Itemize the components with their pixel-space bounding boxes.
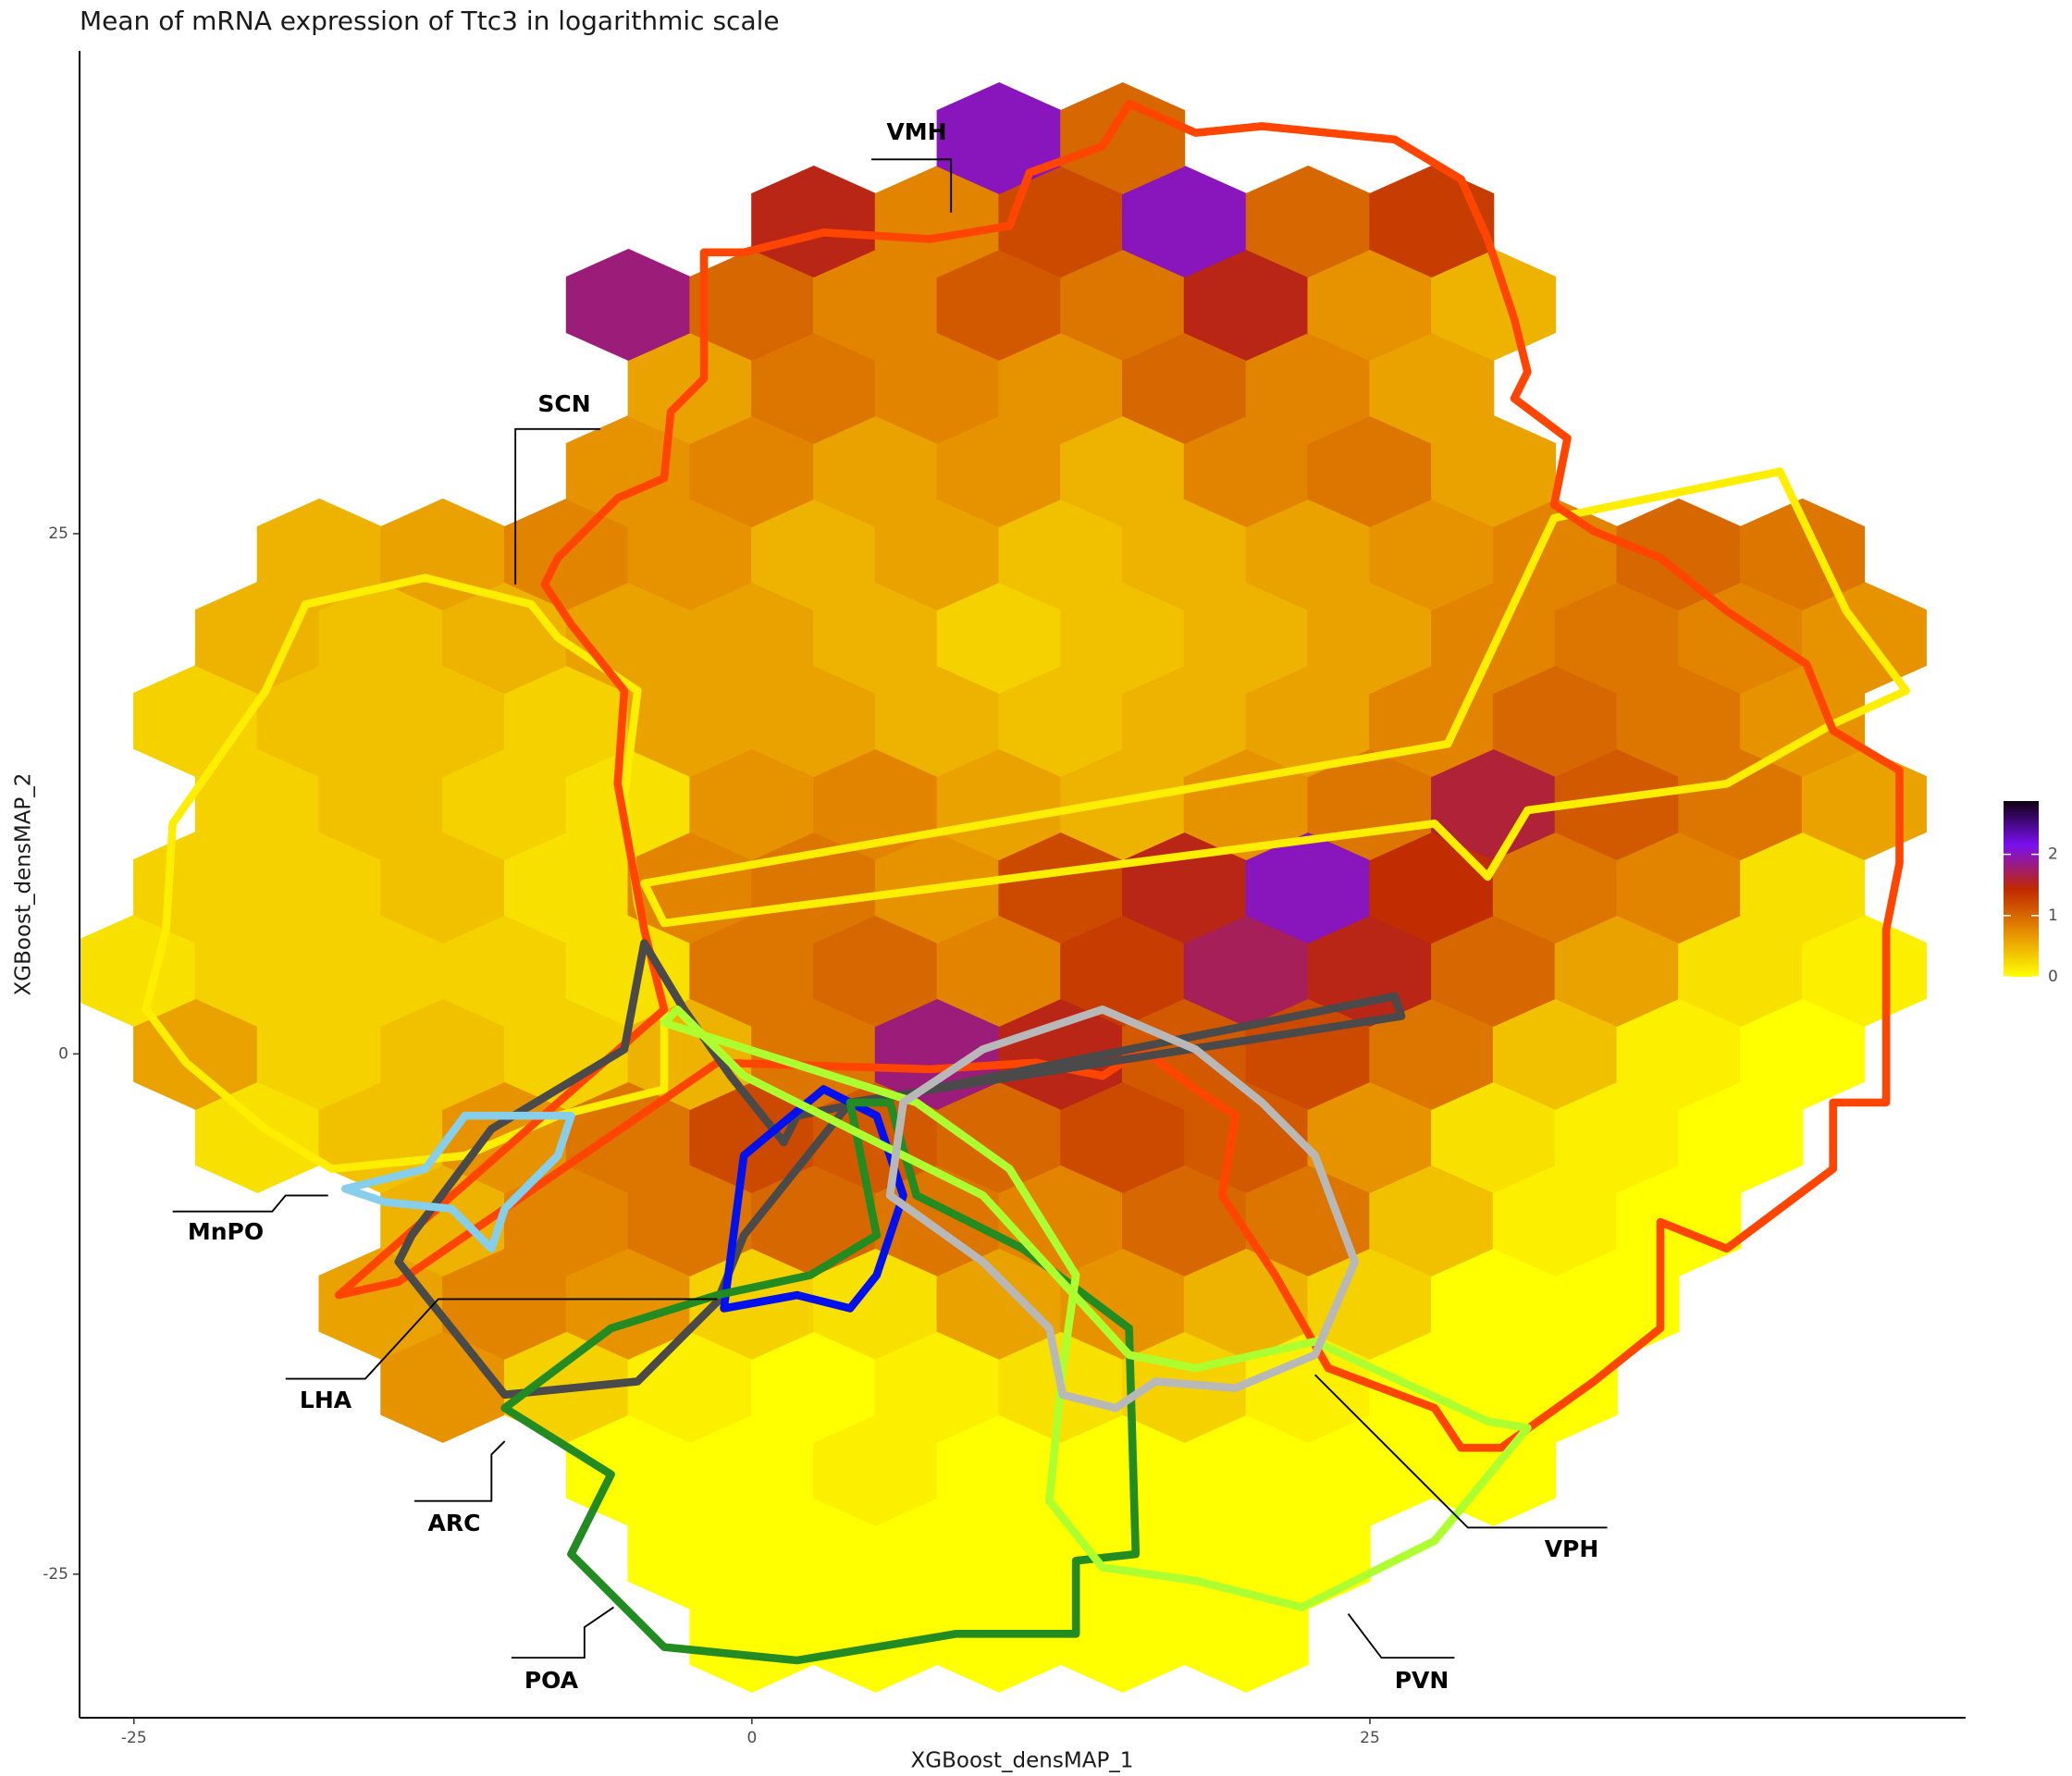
mnpo-outline xyxy=(341,1111,575,1253)
region-label: VPH xyxy=(1545,1536,1599,1562)
region-label: PVN xyxy=(1395,1667,1449,1694)
vph-outline xyxy=(885,1005,1360,1412)
colorbar xyxy=(2004,801,2039,977)
hexbin xyxy=(1369,165,1495,278)
y-tick-label: 0 xyxy=(58,1044,68,1063)
hexbin-layer xyxy=(80,81,1927,1693)
x-tick-label: -25 xyxy=(121,1729,147,1747)
pvn-outline xyxy=(660,1005,1532,1611)
y-tick-label: -25 xyxy=(43,1565,68,1584)
colorbar-tick-label: 1 xyxy=(2048,906,2058,925)
region-label: ARC xyxy=(428,1510,481,1536)
region-label: LHA xyxy=(300,1387,352,1413)
region-outlines xyxy=(142,99,1910,1665)
chart-title: Mean of mRNA expression of Ttc3 in logar… xyxy=(80,6,780,36)
region-label: SCN xyxy=(537,390,590,417)
leader-lines xyxy=(172,158,1608,1659)
colorbar-tick-label: 2 xyxy=(2048,845,2058,864)
y-axis-label: XGBoost_densMAP_2 xyxy=(12,773,36,996)
vmh-outline xyxy=(334,99,1904,1452)
poa-outline xyxy=(500,1098,1141,1665)
lha-outline xyxy=(394,939,1406,1400)
colorbar-tick-label: 0 xyxy=(2048,968,2058,986)
annotations: VMH SCN MnPO LHA ARC POA VPH PVN xyxy=(188,118,1598,1694)
x-tick-label: 0 xyxy=(746,1729,757,1747)
x-tick-label: 25 xyxy=(1360,1729,1380,1747)
region-label: MnPO xyxy=(188,1218,264,1245)
region-label: POA xyxy=(524,1667,579,1694)
x-axis-label: XGBoost_densMAP_1 xyxy=(911,1749,1134,1773)
arc-outline xyxy=(720,1085,907,1313)
region-label: VMH xyxy=(886,118,946,145)
y-tick-label: 25 xyxy=(48,524,68,543)
